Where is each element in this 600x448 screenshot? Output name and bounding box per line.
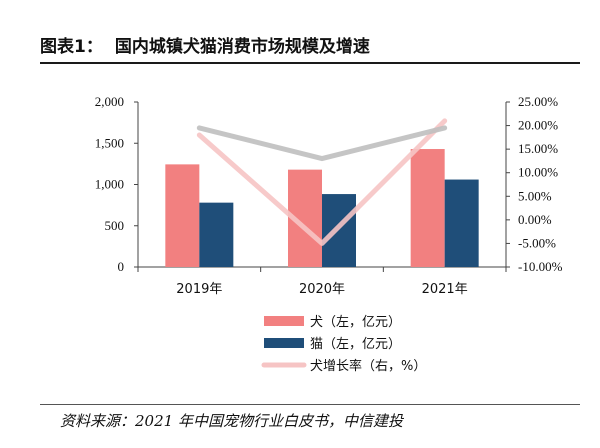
x-axis-tick-label: 2021年 <box>422 282 468 297</box>
right-axis-tick-label: -10.00% <box>518 259 563 274</box>
legend-label: 猫（左，亿元） <box>310 337 401 352</box>
title-divider <box>40 62 580 64</box>
left-axis-tick-label: 500 <box>105 218 125 233</box>
figure-title-row: 图表1： 国内城镇犬猫消费市场规模及增速 <box>40 32 580 57</box>
source-note: 资料来源：2021 年中国宠物行业白皮书，中信建投 <box>60 412 403 430</box>
legend-label: 犬（左，亿元） <box>310 315 401 330</box>
right-axis-tick-label: 20.00% <box>518 118 558 133</box>
left-axis-tick-label: 2,000 <box>95 94 124 109</box>
figure-label: 图表1： <box>40 37 103 57</box>
figure-title: 国内城镇犬猫消费市场规模及增速 <box>114 37 370 57</box>
x-axis-tick-label: 2020年 <box>299 282 345 297</box>
source-divider <box>40 404 580 405</box>
legend-swatch-cat <box>264 338 304 348</box>
right-axis-tick-label: 10.00% <box>518 165 558 180</box>
right-axis-tick-label: 5.00% <box>518 188 552 203</box>
bar-dog <box>410 149 445 267</box>
growth-line-unlabeled <box>196 125 448 162</box>
legend-swatch-dog <box>264 316 304 326</box>
right-axis-tick-label: 25.00% <box>518 94 558 109</box>
x-axis-tick-label: 2019年 <box>176 282 222 297</box>
left-axis-tick-label: 0 <box>118 259 125 274</box>
bar-cat <box>444 179 479 267</box>
right-axis-tick-label: 15.00% <box>518 141 558 156</box>
chart-canvas: 0 500 1,000 1,500 2,000 -10.00% -5.00% 0.00% 5.0… <box>95 94 563 374</box>
right-axis-tick-label: 0.00% <box>518 212 552 227</box>
bar-cat <box>199 202 234 267</box>
legend-label: 犬增长率（右，%） <box>310 358 426 374</box>
left-axis-tick-label: 1,500 <box>95 135 124 150</box>
growth-line-dog <box>196 118 448 246</box>
left-axis-tick-label: 1,000 <box>95 177 124 192</box>
right-axis-tick-label: -5.00% <box>518 235 556 250</box>
bar-cat <box>322 194 356 267</box>
bar-dog <box>165 164 200 267</box>
